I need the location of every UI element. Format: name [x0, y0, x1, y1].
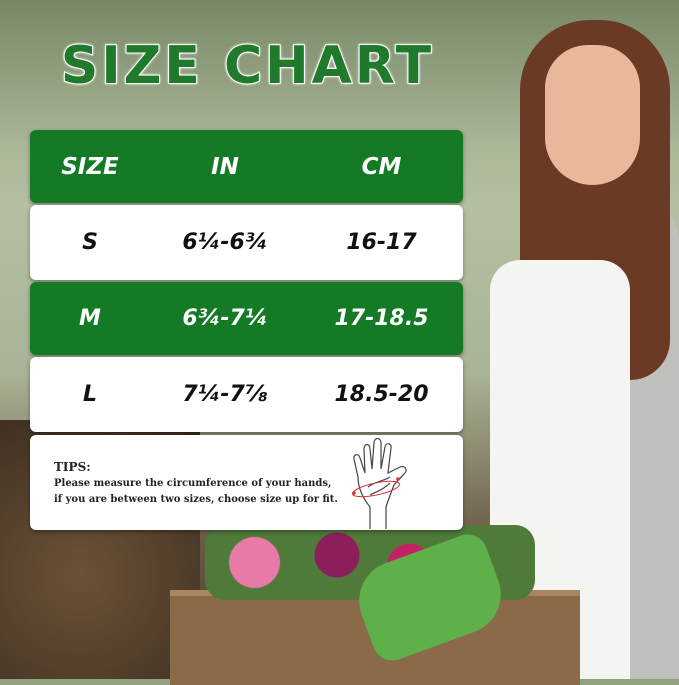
cell-in: 6¼-6¾	[182, 230, 268, 255]
tips-line-1: Please measure the circumference of your…	[54, 478, 332, 489]
header-in: IN	[211, 153, 239, 180]
cell-size: S	[82, 230, 98, 255]
cell-cm: 16-17	[346, 230, 417, 255]
cell-size: L	[82, 382, 98, 407]
page-title: SIZE CHART	[60, 35, 435, 97]
tips-line-2: if you are between two sizes, choose siz…	[54, 494, 338, 505]
tips-text: Please measure the circumference of your…	[54, 476, 354, 508]
tips-box: TIPS: Please measure the circumference o…	[30, 435, 463, 530]
header-cm: CM	[361, 153, 402, 180]
table-header: SIZE IN CM	[30, 130, 463, 203]
cell-size: M	[79, 306, 101, 331]
cell-cm: 18.5-20	[334, 382, 429, 407]
header-size: SIZE	[61, 153, 119, 180]
table-row: L 7¼-7⅞ 18.5-20	[30, 357, 463, 432]
cell-cm: 17-18.5	[334, 306, 429, 331]
tips-title: TIPS:	[54, 460, 91, 474]
table-row: S 6¼-6¾ 16-17	[30, 205, 463, 280]
cell-in: 6¾-7¼	[182, 306, 268, 331]
hand-measure-icon	[351, 437, 407, 529]
model-face	[545, 45, 640, 185]
cell-in: 7¼-7⅞	[182, 382, 268, 407]
table-row: M 6¾-7¼ 17-18.5	[30, 282, 463, 355]
